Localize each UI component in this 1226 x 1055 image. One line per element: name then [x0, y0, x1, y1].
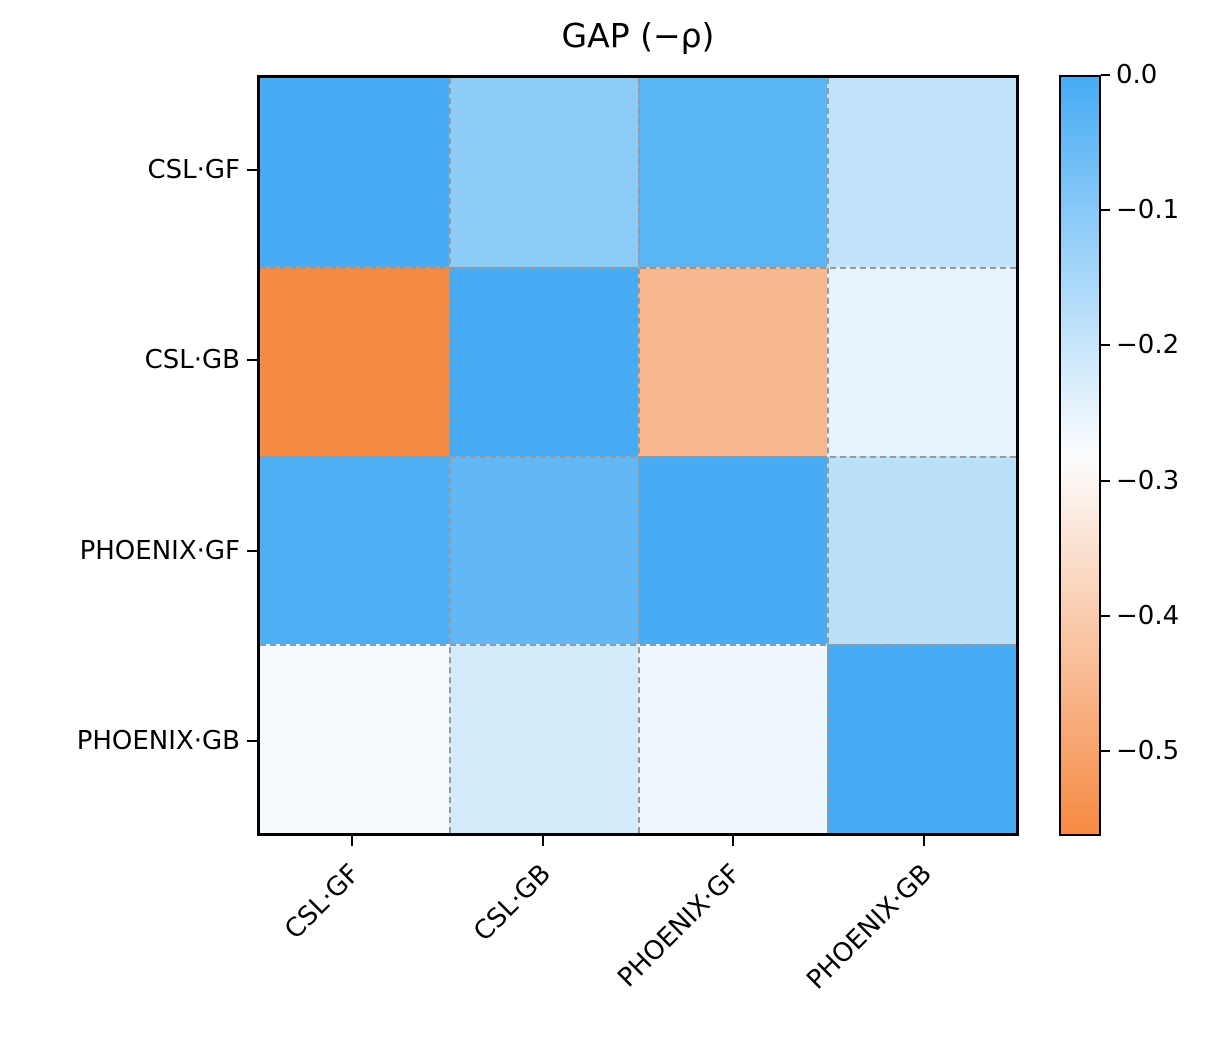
heatmap-cell-r2c0: [260, 455, 449, 645]
heatmap-cell-r1c3: [827, 266, 1016, 456]
heatmap-cell-r1c0: [260, 266, 449, 456]
y-tick: [247, 549, 257, 552]
heatmap-cell-grid: [260, 78, 1016, 833]
heatmap-cell-r2c2: [638, 455, 827, 645]
x-tick-label: PHOENIX·GF: [612, 858, 748, 994]
x-tick: [541, 836, 544, 846]
gridline-horizontal: [260, 644, 1016, 647]
heatmap-cell-r3c3: [827, 644, 1016, 833]
heatmap-cell-r1c1: [449, 266, 638, 456]
colorbar-tick-label: −0.1: [1116, 195, 1180, 226]
colorbar-tick-label: −0.3: [1116, 465, 1180, 496]
heatmap-cell-r2c1: [449, 455, 638, 645]
heatmap-cell-r2c3: [827, 455, 1016, 645]
y-tick: [247, 359, 257, 362]
colorbar: [1059, 75, 1101, 836]
colorbar-tick: [1101, 749, 1110, 752]
x-tick: [351, 836, 354, 846]
colorbar-tick: [1101, 614, 1110, 617]
colorbar-tick-label: −0.5: [1116, 735, 1180, 766]
colorbar-tick: [1101, 209, 1110, 212]
y-tick: [247, 169, 257, 172]
colorbar-tick-label: −0.2: [1116, 330, 1180, 361]
y-tick-label: PHOENIX·GB: [76, 725, 240, 756]
heatmap-cell-r3c1: [449, 644, 638, 833]
x-tick-label: CSL·GF: [279, 858, 367, 946]
x-tick-label: PHOENIX·GB: [800, 858, 938, 996]
heatmap-cell-r0c0: [260, 78, 449, 267]
y-tick-label: CSL·GB: [144, 345, 240, 376]
x-tick: [922, 836, 925, 846]
x-tick-label: CSL·GB: [467, 858, 557, 948]
heatmap-cell-r1c2: [638, 266, 827, 456]
heatmap-cell-r3c0: [260, 644, 449, 833]
colorbar-tick-label: −0.4: [1116, 600, 1180, 631]
gridline-horizontal: [260, 266, 1016, 269]
y-tick-label: PHOENIX·GF: [79, 535, 240, 566]
gridline-horizontal: [260, 455, 1016, 458]
heatmap-cell-r0c3: [827, 78, 1016, 267]
y-tick: [247, 739, 257, 742]
colorbar-tick: [1101, 344, 1110, 347]
colorbar-tick: [1101, 479, 1110, 482]
x-tick: [732, 836, 735, 846]
heatmap-cell-r0c2: [638, 78, 827, 267]
heatmap-cell-r3c2: [638, 644, 827, 833]
y-tick-label: CSL·GF: [147, 155, 240, 186]
heatmap-cell-r0c1: [449, 78, 638, 267]
chart-title: GAP (−ρ): [561, 16, 715, 55]
heatmap-axes: [257, 75, 1019, 836]
colorbar-tick-label: 0.0: [1116, 60, 1158, 90]
colorbar-tick: [1101, 74, 1110, 76]
